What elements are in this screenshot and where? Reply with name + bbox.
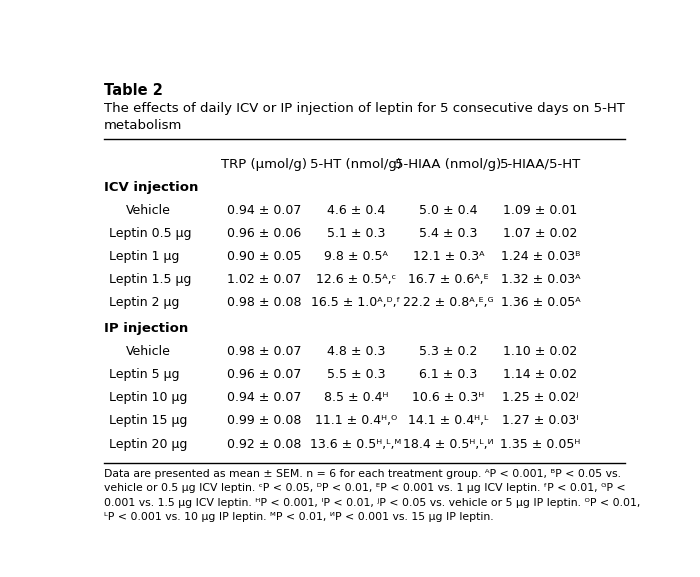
Text: 6.1 ± 0.3: 6.1 ± 0.3 <box>419 368 477 381</box>
Text: ᴸP < 0.001 vs. 10 μg IP leptin. ᴹP < 0.01, ᴻP < 0.001 vs. 15 μg IP leptin.: ᴸP < 0.001 vs. 10 μg IP leptin. ᴹP < 0.0… <box>104 512 494 522</box>
Text: 0.96 ± 0.07: 0.96 ± 0.07 <box>227 368 301 381</box>
Text: 11.1 ± 0.4ᴴ,ᴼ: 11.1 ± 0.4ᴴ,ᴼ <box>315 414 397 428</box>
Text: 4.8 ± 0.3: 4.8 ± 0.3 <box>327 345 385 358</box>
Text: 22.2 ± 0.8ᴬ,ᴱ,ᴳ: 22.2 ± 0.8ᴬ,ᴱ,ᴳ <box>403 296 494 309</box>
Text: 5.5 ± 0.3: 5.5 ± 0.3 <box>327 368 385 381</box>
Text: metabolism: metabolism <box>104 118 182 132</box>
Text: ICV injection: ICV injection <box>104 181 198 194</box>
Text: TRP (μmol/g): TRP (μmol/g) <box>220 158 307 171</box>
Text: 1.07 ± 0.02: 1.07 ± 0.02 <box>503 227 578 240</box>
Text: 18.4 ± 0.5ᴴ,ᴸ,ᴻ: 18.4 ± 0.5ᴴ,ᴸ,ᴻ <box>403 437 494 451</box>
Text: Table 2: Table 2 <box>104 83 162 98</box>
Text: Leptin 2 μg: Leptin 2 μg <box>109 296 180 309</box>
Text: Data are presented as mean ± SEM. n = 6 for each treatment group. ᴬP < 0.001, ᴮP: Data are presented as mean ± SEM. n = 6 … <box>104 469 621 479</box>
Text: Vehicle: Vehicle <box>125 345 170 358</box>
Text: Leptin 20 μg: Leptin 20 μg <box>109 437 188 451</box>
Text: The effects of daily ICV or IP injection of leptin for 5 consecutive days on 5-H: The effects of daily ICV or IP injection… <box>104 102 624 115</box>
Text: 1.24 ± 0.03ᴮ: 1.24 ± 0.03ᴮ <box>500 250 580 263</box>
Text: 1.35 ± 0.05ᴴ: 1.35 ± 0.05ᴴ <box>500 437 580 451</box>
Text: 1.02 ± 0.07: 1.02 ± 0.07 <box>227 273 301 286</box>
Text: 0.99 ± 0.08: 0.99 ± 0.08 <box>227 414 301 428</box>
Text: 9.8 ± 0.5ᴬ: 9.8 ± 0.5ᴬ <box>324 250 388 263</box>
Text: 0.94 ± 0.07: 0.94 ± 0.07 <box>227 391 301 404</box>
Text: 1.36 ± 0.05ᴬ: 1.36 ± 0.05ᴬ <box>500 296 580 309</box>
Text: 0.98 ± 0.08: 0.98 ± 0.08 <box>227 296 301 309</box>
Text: 1.09 ± 0.01: 1.09 ± 0.01 <box>503 204 578 217</box>
Text: 1.25 ± 0.02ʲ: 1.25 ± 0.02ʲ <box>502 391 579 404</box>
Text: 5.1 ± 0.3: 5.1 ± 0.3 <box>327 227 385 240</box>
Text: 0.94 ± 0.07: 0.94 ± 0.07 <box>227 204 301 217</box>
Text: 5.3 ± 0.2: 5.3 ± 0.2 <box>419 345 477 358</box>
Text: 13.6 ± 0.5ᴴ,ᴸ,ᴹ: 13.6 ± 0.5ᴴ,ᴸ,ᴹ <box>310 437 402 451</box>
Text: 0.98 ± 0.07: 0.98 ± 0.07 <box>227 345 301 358</box>
Text: 5-HIAA (nmol/g): 5-HIAA (nmol/g) <box>395 158 501 171</box>
Text: 12.1 ± 0.3ᴬ: 12.1 ± 0.3ᴬ <box>412 250 484 263</box>
Text: 5.0 ± 0.4: 5.0 ± 0.4 <box>419 204 477 217</box>
Text: 14.1 ± 0.4ᴴ,ᴸ: 14.1 ± 0.4ᴴ,ᴸ <box>408 414 489 428</box>
Text: 5-HIAA/5-HT: 5-HIAA/5-HT <box>500 158 581 171</box>
Text: 0.90 ± 0.05: 0.90 ± 0.05 <box>227 250 301 263</box>
Text: 0.96 ± 0.06: 0.96 ± 0.06 <box>227 227 301 240</box>
Text: Vehicle: Vehicle <box>125 204 170 217</box>
Text: Leptin 0.5 μg: Leptin 0.5 μg <box>109 227 192 240</box>
Text: 1.32 ± 0.03ᴬ: 1.32 ± 0.03ᴬ <box>500 273 580 286</box>
Text: 8.5 ± 0.4ᴴ: 8.5 ± 0.4ᴴ <box>324 391 389 404</box>
Text: Leptin 1 μg: Leptin 1 μg <box>109 250 180 263</box>
Text: 0.92 ± 0.08: 0.92 ± 0.08 <box>227 437 301 451</box>
Text: 1.27 ± 0.03ᴵ: 1.27 ± 0.03ᴵ <box>502 414 579 428</box>
Text: Leptin 1.5 μg: Leptin 1.5 μg <box>109 273 192 286</box>
Text: 4.6 ± 0.4: 4.6 ± 0.4 <box>327 204 385 217</box>
Text: 16.7 ± 0.6ᴬ,ᴱ: 16.7 ± 0.6ᴬ,ᴱ <box>408 273 489 286</box>
Text: 16.5 ± 1.0ᴬ,ᴰ,ᶠ: 16.5 ± 1.0ᴬ,ᴰ,ᶠ <box>312 296 400 309</box>
Text: Leptin 10 μg: Leptin 10 μg <box>109 391 188 404</box>
Text: 10.6 ± 0.3ᴴ: 10.6 ± 0.3ᴴ <box>412 391 484 404</box>
Text: 5-HT (nmol/g): 5-HT (nmol/g) <box>310 158 402 171</box>
Text: 1.10 ± 0.02: 1.10 ± 0.02 <box>503 345 578 358</box>
Text: 12.6 ± 0.5ᴬ,ᶜ: 12.6 ± 0.5ᴬ,ᶜ <box>316 273 396 286</box>
Text: 0.001 vs. 1.5 μg ICV leptin. ᴴP < 0.001, ᴵP < 0.01, ʲP < 0.05 vs. vehicle or 5 μ: 0.001 vs. 1.5 μg ICV leptin. ᴴP < 0.001,… <box>104 497 640 508</box>
Text: vehicle or 0.5 μg ICV leptin. ᶜP < 0.05, ᴰP < 0.01, ᴱP < 0.001 vs. 1 μg ICV lept: vehicle or 0.5 μg ICV leptin. ᶜP < 0.05,… <box>104 484 625 493</box>
Text: 5.4 ± 0.3: 5.4 ± 0.3 <box>419 227 477 240</box>
Text: Leptin 15 μg: Leptin 15 μg <box>109 414 188 428</box>
Text: IP injection: IP injection <box>104 322 188 335</box>
Text: 1.14 ± 0.02: 1.14 ± 0.02 <box>503 368 578 381</box>
Text: Leptin 5 μg: Leptin 5 μg <box>109 368 180 381</box>
